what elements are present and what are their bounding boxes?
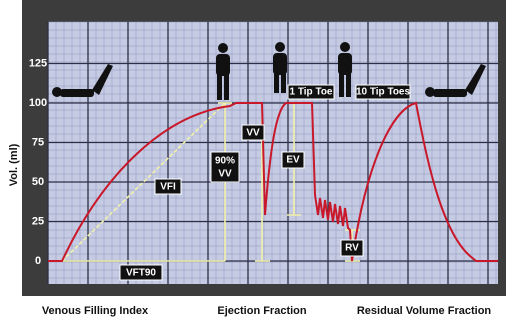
rv-label: RV: [345, 243, 359, 254]
section-label: Ejection Fraction: [217, 305, 307, 317]
vv-label: VV: [246, 128, 260, 139]
tiptoe1-label: 1 Tip Toe: [290, 87, 333, 98]
vv90-label: VV: [218, 169, 232, 180]
page: {"y_axis": {"label": "Vol. (ml)", "ylim"…: [0, 0, 506, 318]
y-tick-label: 125: [29, 57, 47, 69]
y-tick-label: 75: [32, 136, 44, 148]
vv90-label: 90%: [215, 156, 235, 167]
y-tick-label: 50: [32, 176, 44, 188]
y-tick-label: 100: [29, 97, 47, 109]
tiptoe10-label: 10 Tip Toes: [356, 87, 411, 98]
ev-label: EV: [286, 155, 300, 166]
section-label: Residual Volume Fraction: [357, 305, 492, 317]
diagram: 0 25 50 75 100 125 Vol. (ml) VFI 90% VV VV EV…: [0, 0, 506, 318]
y-tick-label: 0: [35, 255, 41, 267]
y-axis-label: Vol. (ml): [8, 143, 20, 186]
vft90-label: VFT90: [126, 268, 156, 279]
vfi-label: VFI: [160, 182, 176, 193]
y-tick-label: 25: [32, 215, 44, 227]
section-label: Venous Filling Index: [42, 305, 149, 317]
